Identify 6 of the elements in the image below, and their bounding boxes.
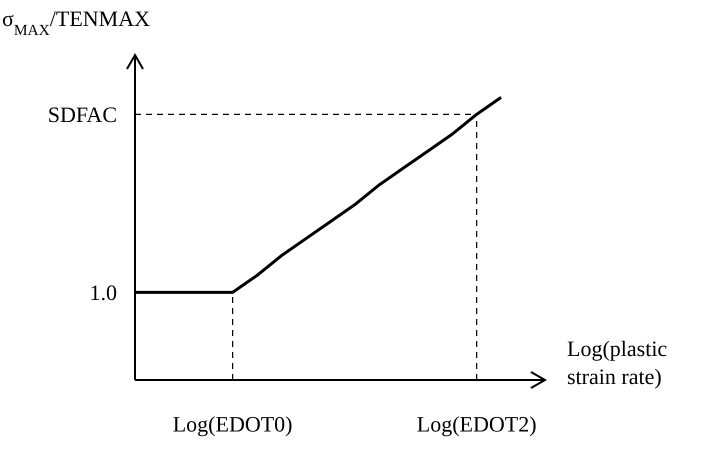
ref-line-label: SDFAC	[48, 102, 117, 128]
y-axis-title: σ$_{MAX}$/TENMAX	[2, 6, 150, 38]
text: 1.0	[90, 280, 117, 306]
x-tick-label: Log(EDOT2)	[416, 412, 537, 437]
x-axis-title: Log(plastic strain rate)	[567, 335, 668, 391]
x-tick-label: Log(EDOT0)	[172, 412, 292, 437]
